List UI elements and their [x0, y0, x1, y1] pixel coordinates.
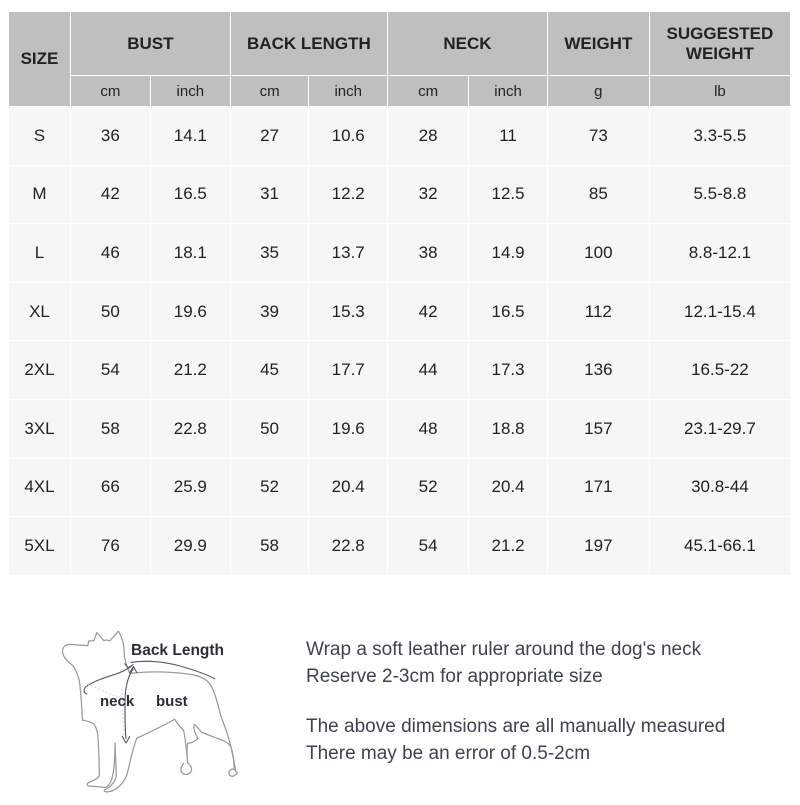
svg-text:bust: bust — [156, 693, 188, 710]
svg-text:Back Length: Back Length — [131, 642, 224, 659]
svg-text:neck: neck — [100, 693, 135, 710]
